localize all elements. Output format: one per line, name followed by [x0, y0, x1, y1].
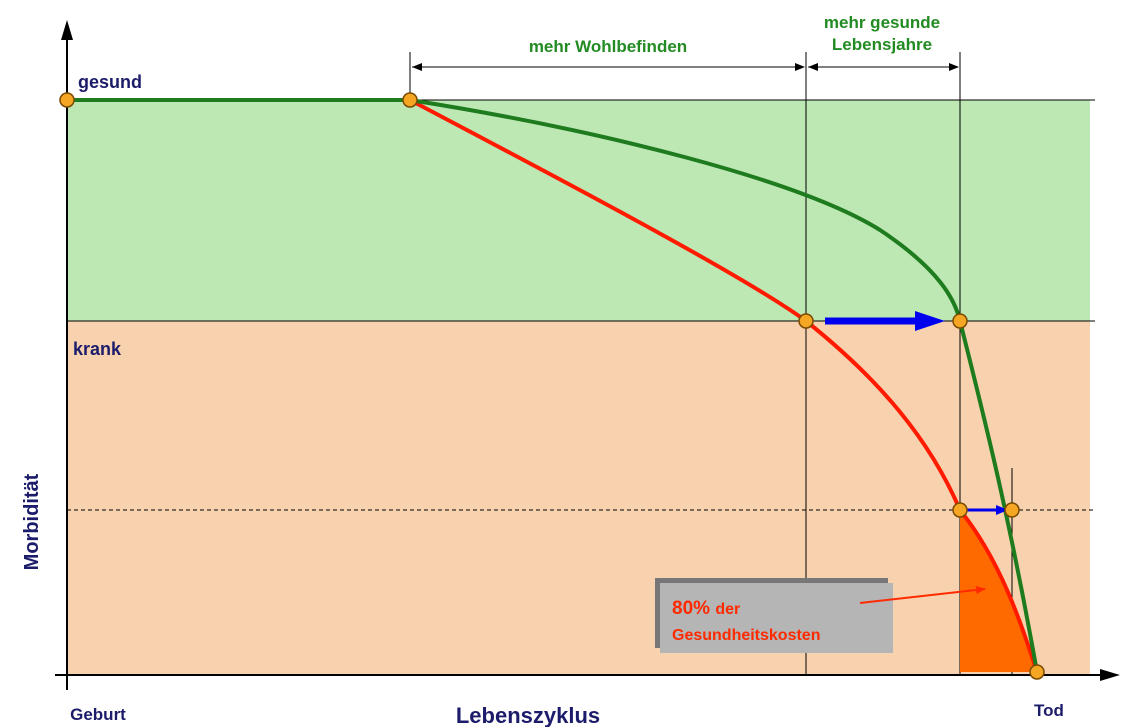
y-axis-label: Morbidität: [21, 473, 43, 570]
note-line1: 80% der: [672, 598, 740, 619]
x-arrow: [1100, 669, 1120, 681]
shift-arrow-head: [996, 505, 1008, 515]
green-curve: [67, 98, 1039, 673]
note-percent: 80%: [672, 598, 710, 619]
level-label: krank: [73, 339, 122, 359]
span-label: mehr Wohlbefinden: [529, 37, 687, 56]
note-box: [660, 583, 893, 653]
red-curve: [409, 98, 1039, 673]
note-line2: Gesundheitskosten: [672, 627, 820, 644]
healthy-zone: [67, 100, 1090, 321]
note-arrow: [859, 586, 986, 604]
x-start: Geburt: [70, 705, 126, 724]
span-label: Lebensjahre: [832, 35, 932, 54]
sick-zone: [67, 321, 1090, 675]
y-arrow: [61, 20, 73, 40]
shift-arrow-head: [915, 311, 945, 331]
points: [59, 92, 1045, 680]
x-end: Tod: [1034, 701, 1064, 720]
x-axis-label: Lebenszyklus: [456, 703, 600, 727]
level-label: gesund: [78, 72, 142, 92]
cost-area: [960, 510, 1037, 672]
axes: [55, 28, 1108, 690]
span-label: mehr gesunde: [824, 13, 940, 32]
note-word: der: [715, 601, 740, 618]
